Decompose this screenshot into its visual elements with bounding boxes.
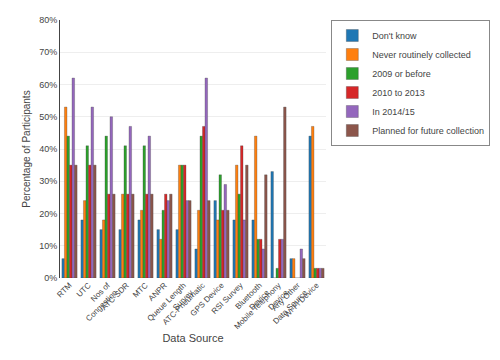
svg-text:ATC-Pneumatic: ATC-Pneumatic — [161, 281, 207, 327]
svg-text:2009 or before: 2009 or before — [372, 69, 431, 79]
svg-text:Never routinely collected: Never routinely collected — [372, 50, 471, 60]
svg-text:10%: 10% — [39, 241, 57, 251]
svg-text:GPS Device: GPS Device — [189, 280, 227, 318]
svg-text:0%: 0% — [44, 273, 57, 283]
svg-text:MTC: MTC — [131, 281, 150, 300]
svg-text:20%: 20% — [39, 209, 57, 219]
svg-text:In 2014/15: In 2014/15 — [372, 107, 415, 117]
svg-text:BluetoothDevice: BluetoothDevice — [233, 280, 271, 318]
svg-text:50%: 50% — [39, 112, 57, 122]
svg-text:80%: 80% — [39, 15, 57, 25]
svg-text:ANPR: ANPR — [147, 281, 169, 303]
svg-text:Percentage of Participants: Percentage of Participants — [21, 90, 32, 207]
svg-text:Nos ofCongestion: Nos ofCongestion — [77, 280, 120, 323]
svg-text:60%: 60% — [39, 80, 57, 90]
svg-text:Planned for future collection: Planned for future collection — [372, 126, 484, 136]
svg-text:2010 to 2013: 2010 to 2013 — [372, 88, 425, 98]
svg-text:40%: 40% — [39, 144, 57, 154]
svg-text:70%: 70% — [39, 47, 57, 57]
svg-text:RTM: RTM — [55, 281, 74, 300]
svg-text:ATC-SDR: ATC-SDR — [100, 281, 131, 312]
svg-text:RSI Survey: RSI Survey — [210, 281, 245, 316]
svg-text:Mobile TelephonyDevice: Mobile TelephonyDevice — [232, 280, 290, 338]
svg-text:Wi-Fi Device: Wi-Fi Device — [282, 280, 321, 319]
svg-text:Any OtherData Source: Any OtherData Source — [264, 280, 310, 326]
svg-text:Data Source: Data Source — [162, 332, 223, 344]
svg-text:Queue LengthSurvey: Queue LengthSurvey — [146, 281, 196, 331]
svg-text:Don't know: Don't know — [372, 31, 417, 41]
svg-text:30%: 30% — [39, 176, 57, 186]
svg-text:UTC: UTC — [75, 281, 93, 299]
